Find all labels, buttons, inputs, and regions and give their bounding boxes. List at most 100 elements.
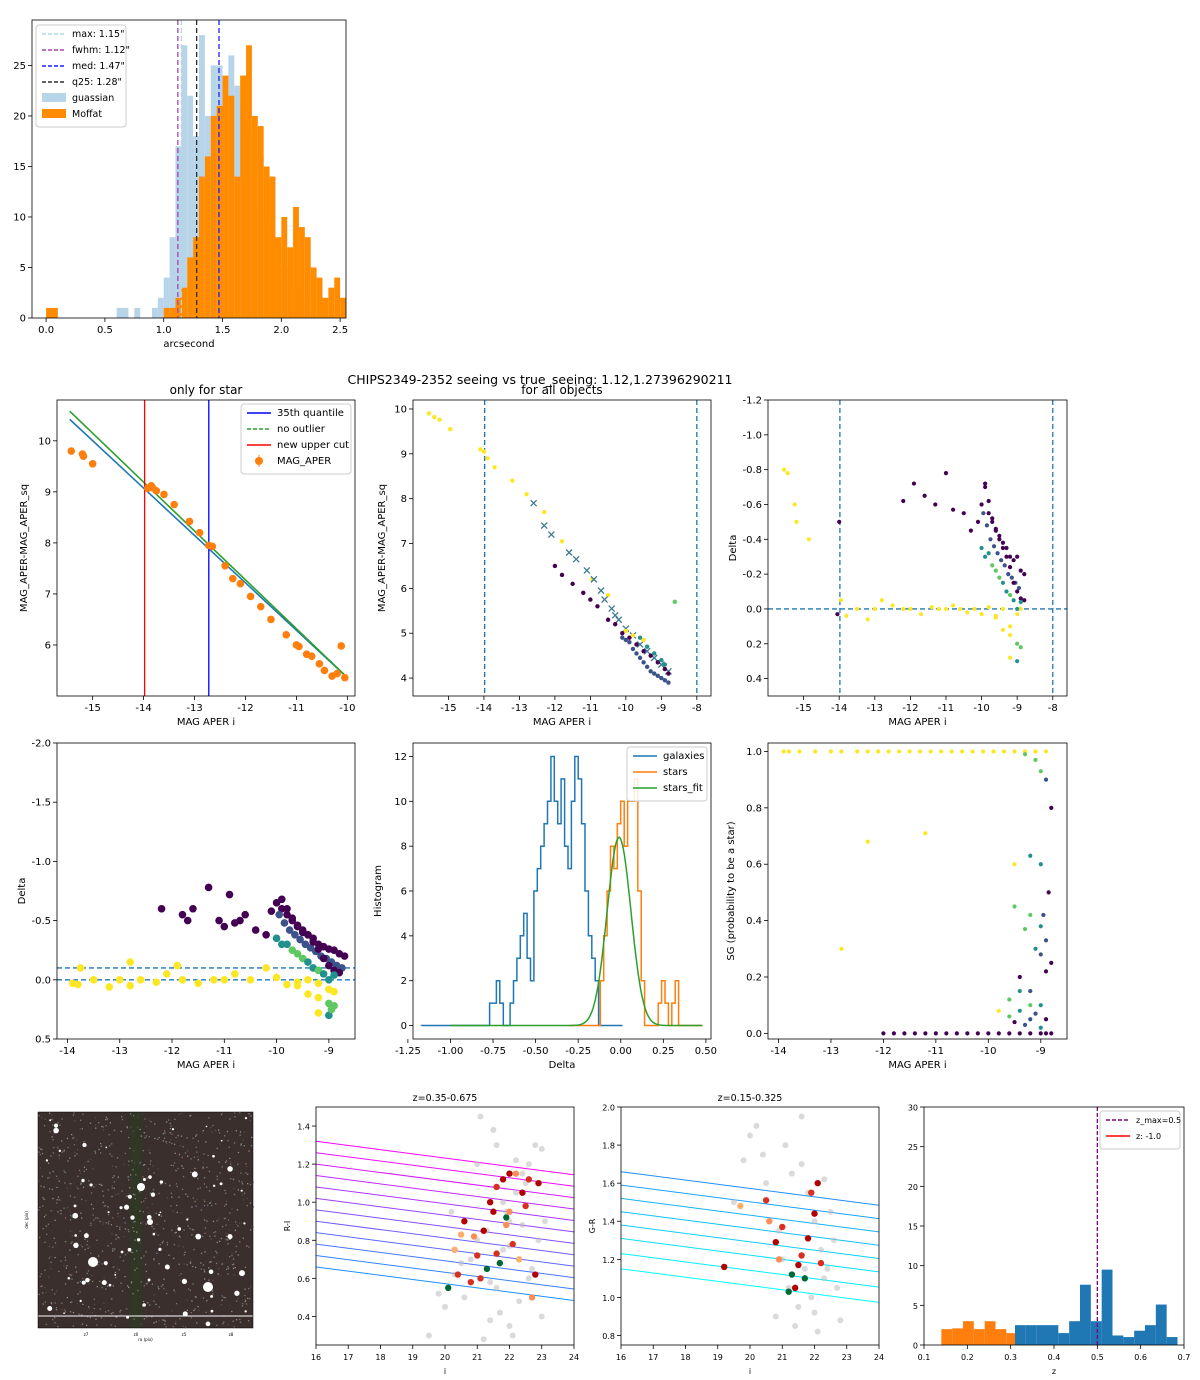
- p3-point: [605, 617, 611, 622]
- p8-noise-pixel: [216, 1252, 218, 1254]
- p8-noise-pixel: [69, 1249, 71, 1251]
- p9-ytick-label: 0.6: [297, 1275, 310, 1284]
- p10-grey-point: [814, 1328, 821, 1335]
- p2-point: [341, 673, 349, 682]
- p8-noise-pixel: [99, 1308, 101, 1310]
- p8-star: [53, 1123, 59, 1128]
- p8-noise-pixel: [181, 1156, 183, 1159]
- p9-member-point: [470, 1233, 478, 1240]
- p8-noise-pixel: [86, 1240, 89, 1242]
- p9-member-point: [445, 1284, 452, 1292]
- p8-noise-pixel: [220, 1304, 223, 1306]
- p8-noise-pixel: [209, 1235, 211, 1238]
- p8-noise-pixel: [98, 1148, 100, 1151]
- p8-noise-pixel: [52, 1124, 54, 1126]
- p8-noise-pixel: [227, 1139, 229, 1142]
- p9-axes: 16 17 18 19 20 21 22 23 240.40.60.81.01.21.4iR-I…: [283, 1093, 579, 1376]
- p8-noise-pixel: [56, 1202, 58, 1204]
- p8-star: [85, 1277, 90, 1283]
- p8-star: [142, 1303, 146, 1307]
- p3-cross-point: [597, 587, 605, 595]
- p1-moffat-bar: [334, 277, 341, 318]
- p8-noise-pixel: [143, 1200, 145, 1202]
- p8-noise-pixel: [204, 1200, 206, 1203]
- p5-point: [157, 904, 166, 913]
- p5-point: [178, 976, 187, 984]
- p8-noise-pixel: [113, 1129, 116, 1131]
- p3-xtick-label: -12: [547, 703, 563, 714]
- p8-noise-pixel: [247, 1173, 249, 1175]
- p9-grey-point: [532, 1142, 539, 1149]
- p8-noise-pixel: [188, 1288, 190, 1290]
- p3-point: [634, 651, 639, 656]
- p9-grey-point: [425, 1332, 432, 1339]
- p8-noise-pixel: [197, 1188, 199, 1190]
- p8-noise-pixel: [181, 1188, 184, 1191]
- p8-noise-pixel: [194, 1167, 196, 1170]
- p1-moffat-bar: [187, 257, 194, 318]
- p8-noise-pixel: [105, 1222, 107, 1224]
- p8-noise-pixel: [38, 1180, 40, 1182]
- p8-noise-pixel: [178, 1196, 180, 1198]
- p8-noise-pixel: [73, 1137, 75, 1139]
- p10-member-point: [785, 1288, 792, 1295]
- p8-noise-pixel: [79, 1280, 82, 1283]
- p8-noise-pixel: [57, 1178, 59, 1180]
- p8-noise-pixel: [140, 1257, 142, 1259]
- p10-xtick-label: 16: [616, 1353, 626, 1362]
- p3-point: [570, 581, 575, 587]
- p8-noise-pixel: [52, 1246, 54, 1248]
- p6-xtick-label: -0.25: [565, 1046, 591, 1057]
- p3-ylabel: MAG_APER-MAG_APER_sq: [377, 484, 388, 612]
- p8-noise-pixel: [134, 1194, 136, 1196]
- p8-star: [227, 1166, 233, 1172]
- p8-noise-pixel: [239, 1241, 241, 1243]
- p8-noise-pixel: [106, 1118, 109, 1120]
- p9-member-point: [503, 1214, 510, 1221]
- p4-point: [1007, 565, 1013, 570]
- p8-noise-pixel: [155, 1212, 157, 1214]
- p4-ytick-label: 0.0: [746, 604, 762, 615]
- p8-noise-pixel: [158, 1319, 160, 1322]
- p4-point: [1007, 624, 1013, 629]
- p11-blue-bar: [1101, 1269, 1113, 1345]
- p5-point: [293, 921, 302, 930]
- p8-noise-pixel: [46, 1233, 48, 1236]
- p2-ytick-label: 10: [38, 436, 51, 447]
- p8-star: [119, 1206, 123, 1210]
- p8-noise-pixel: [42, 1228, 44, 1230]
- p8-noise-pixel: [174, 1291, 176, 1293]
- p8-noise-pixel: [233, 1142, 236, 1144]
- p8-noise-pixel: [92, 1168, 94, 1170]
- p9-ytick-label: 1.0: [297, 1199, 310, 1208]
- p3-cross-point: [643, 647, 651, 655]
- p8-noise-pixel: [186, 1299, 188, 1301]
- p10-red-sequence-line: [621, 1171, 879, 1206]
- p4-ytick-label: -1.2: [742, 396, 762, 407]
- p8-noise-pixel: [157, 1234, 159, 1236]
- p8-noise-pixel: [86, 1324, 88, 1327]
- p8-noise-pixel: [50, 1210, 52, 1212]
- p4-point: [1000, 627, 1006, 632]
- p8-noise-pixel: [70, 1274, 73, 1276]
- p8-noise-pixel: [41, 1117, 43, 1119]
- p10-plot-area: [621, 1113, 879, 1335]
- p7-point: [881, 1031, 886, 1036]
- p8-noise-pixel: [101, 1125, 103, 1128]
- p8-noise-pixel: [127, 1176, 129, 1178]
- p4-point: [1004, 554, 1009, 559]
- p2-point: [295, 642, 303, 651]
- p1-moffat-bar: [370, 308, 376, 318]
- p8-noise-pixel: [153, 1300, 155, 1302]
- p8-noise-pixel: [241, 1303, 244, 1305]
- p8-noise-pixel: [236, 1319, 238, 1321]
- p8-noise-pixel: [115, 1194, 117, 1196]
- p8-noise-pixel: [85, 1168, 88, 1171]
- p8-noise-pixel: [83, 1170, 86, 1173]
- p8-noise-pixel: [151, 1225, 153, 1228]
- p8-noise-pixel: [81, 1323, 84, 1325]
- p8-noise-pixel: [145, 1135, 148, 1137]
- p6-ytick-label: 10: [394, 797, 407, 808]
- p8-noise-pixel: [43, 1216, 46, 1218]
- p8-star: [123, 1204, 130, 1210]
